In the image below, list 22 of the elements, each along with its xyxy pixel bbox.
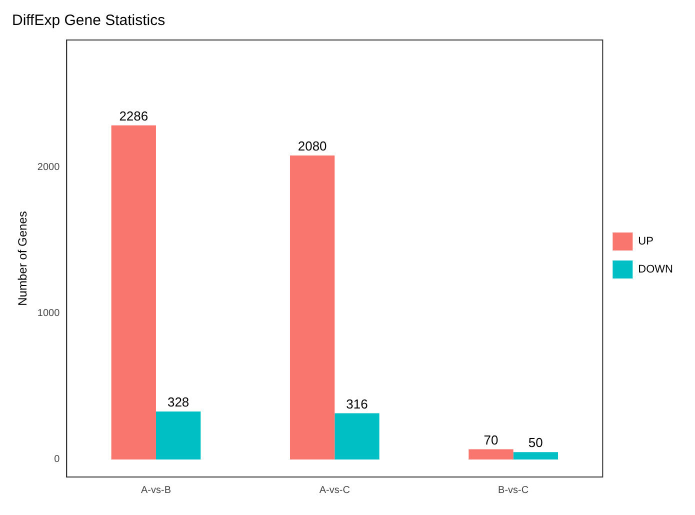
data-label: 50 — [528, 435, 543, 450]
data-label: 70 — [484, 432, 498, 448]
bar — [290, 155, 335, 460]
y-tick-label: 1000 — [37, 308, 60, 320]
y-tick-label: 2000 — [37, 162, 60, 173]
data-label: 316 — [346, 396, 368, 412]
y-tick-label: 0 — [54, 454, 60, 466]
x-tick-label: A-vs-C — [319, 484, 350, 496]
bar — [156, 412, 201, 460]
legend-label: DOWN — [638, 264, 674, 276]
bar — [513, 452, 558, 460]
bar — [334, 413, 380, 460]
x-tick-label: B-vs-C — [498, 484, 529, 496]
y-axis-title: Number of Genes — [16, 211, 30, 306]
legend-label: UP — [638, 236, 654, 248]
chart-title: DiffExp Gene Statistics — [12, 12, 166, 30]
data-label: 2286 — [119, 108, 148, 124]
data-label: 328 — [167, 394, 190, 410]
bar — [111, 125, 156, 460]
data-label: 2080 — [298, 138, 327, 154]
bar — [468, 449, 514, 460]
x-tick-label: A-vs-B — [140, 484, 172, 496]
